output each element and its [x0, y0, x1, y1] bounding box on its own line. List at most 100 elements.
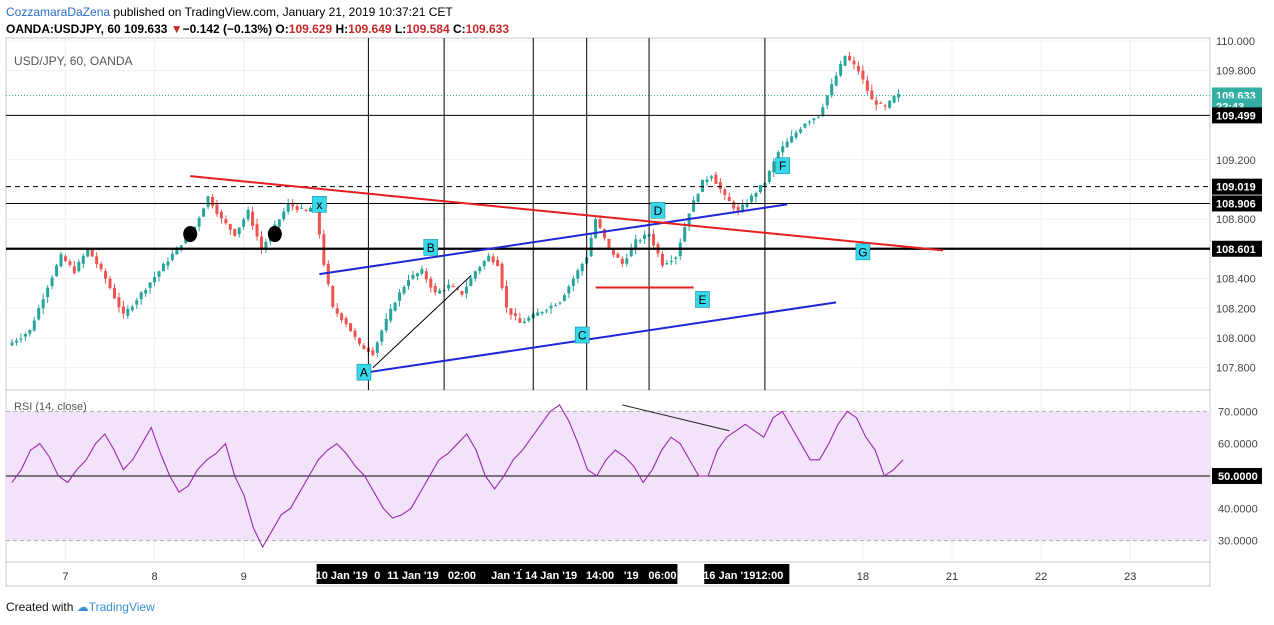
author-link[interactable]: CozzamaraDaZena	[6, 5, 111, 19]
marker-label-a: A	[360, 366, 368, 380]
candle-up	[246, 209, 250, 220]
candle-up	[308, 207, 312, 212]
time-tick: 7	[62, 571, 68, 583]
candle-up	[665, 263, 669, 265]
candle-up	[389, 308, 393, 321]
candle-down	[491, 256, 495, 263]
candle-down	[883, 105, 887, 107]
candle-up	[741, 204, 745, 212]
candle-up	[580, 263, 584, 272]
candle-up	[696, 194, 700, 202]
candle-down	[865, 80, 869, 91]
price-tick: 109.200	[1216, 155, 1256, 167]
marker-label-d: D	[654, 204, 663, 218]
candle-up	[447, 284, 451, 289]
time-tick: 8	[151, 571, 157, 583]
marker-label-x: x	[316, 198, 322, 212]
marker-label-e: E	[699, 293, 707, 307]
candle-down	[224, 219, 228, 224]
time-highlight-label: 06:00	[648, 570, 676, 582]
candle-down	[295, 206, 299, 211]
candle-down	[340, 313, 344, 321]
time-highlight-label: 02:00	[448, 570, 476, 582]
candle-down	[90, 248, 94, 257]
candle-up	[634, 239, 638, 249]
candle-up	[402, 287, 406, 294]
candle-up	[571, 278, 575, 287]
low-label: L:	[394, 22, 407, 36]
candle-up	[790, 136, 794, 143]
candle-up	[161, 263, 165, 272]
candle-up	[37, 308, 41, 320]
candle-down	[874, 100, 878, 105]
candle-up	[843, 55, 847, 66]
candle-up	[415, 273, 419, 277]
candle-down	[496, 260, 500, 266]
candle-down	[505, 286, 509, 308]
candle-up	[50, 277, 54, 287]
rsi-pane	[6, 404, 1210, 549]
candle-up	[32, 320, 36, 331]
candle-down	[451, 286, 455, 288]
candle-down	[63, 256, 67, 262]
candle-up	[487, 255, 491, 262]
candle-up	[46, 287, 50, 298]
candle-up	[799, 129, 803, 133]
candle-up	[14, 340, 18, 343]
candle-down	[456, 288, 459, 290]
candle-down	[856, 65, 860, 72]
candle-up	[264, 241, 268, 249]
candle-down	[518, 318, 522, 323]
black-trend-segment	[372, 275, 472, 369]
candle-down	[620, 258, 624, 264]
candle-down	[112, 287, 116, 299]
candle-down	[335, 308, 339, 314]
rsi-tag-bg	[1212, 468, 1262, 484]
candle-up	[23, 333, 27, 337]
price-tick: 107.800	[1216, 363, 1256, 375]
candle-up	[242, 219, 246, 227]
candle-up	[153, 276, 157, 283]
candle-down	[121, 306, 125, 314]
chart-frame	[5, 37, 1211, 587]
candle-down	[652, 234, 656, 246]
open-label: O:	[275, 22, 289, 36]
candle-up	[286, 203, 290, 212]
candle-down	[500, 263, 504, 288]
tradingview-brand[interactable]: TradingView	[88, 600, 155, 614]
candle-up	[625, 258, 629, 264]
candle-down	[861, 70, 865, 80]
time-tick: 9	[241, 571, 247, 583]
tradingview-cloud-icon: ☁	[76, 600, 89, 614]
candle-up	[589, 237, 593, 257]
candle-up	[562, 295, 566, 301]
candle-up	[834, 75, 838, 86]
candle-up	[558, 302, 562, 304]
time-tick: 22	[1035, 571, 1047, 583]
drawings-layer: A B C D E F Gx	[6, 38, 1210, 390]
time-highlight-label: '19	[624, 570, 639, 582]
rsi-tag-label: 50.0000	[1218, 471, 1258, 483]
candle-down	[95, 256, 99, 265]
candle-up	[554, 305, 558, 307]
candle-down	[117, 297, 121, 308]
candle-up	[674, 257, 678, 259]
candle-up	[237, 227, 241, 235]
time-range-highlight	[316, 564, 678, 584]
chart-title: USD/JPY, 60, OANDA	[14, 54, 133, 68]
candle-down	[219, 211, 223, 219]
candle-down	[99, 263, 103, 270]
price-tag-bg	[1212, 107, 1262, 124]
candle-down	[215, 204, 219, 214]
candle-down	[848, 55, 852, 61]
time-highlight-label: 0	[374, 570, 380, 582]
candle-up	[19, 338, 23, 340]
candle-up	[135, 300, 139, 305]
axes-layer: 110.000 109.800 109.200 108.800 108.400 108.2…	[62, 36, 1262, 584]
candle-up	[411, 274, 415, 279]
time-range-highlight	[704, 564, 790, 584]
candle-up	[683, 227, 687, 242]
marker-box	[855, 243, 871, 261]
publish-info: published on TradingView.com, January 21…	[113, 5, 453, 19]
